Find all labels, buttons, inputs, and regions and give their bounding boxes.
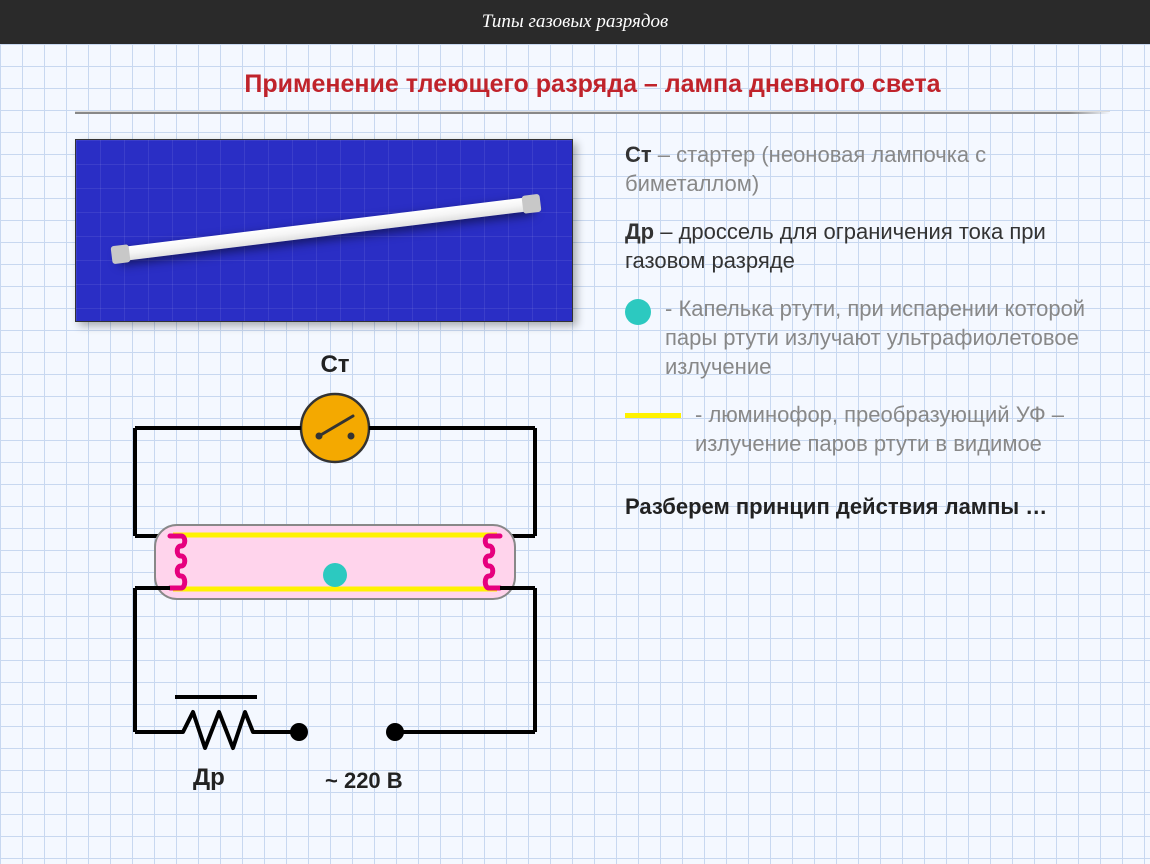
mercury-drop	[323, 563, 347, 587]
legend-phosphor-text: люминофор, преобразующий УФ – излучение …	[695, 402, 1064, 456]
legend-dr-text: – дроссель для ограничения тока при газо…	[625, 219, 1046, 273]
legend-mercury-prefix: -	[665, 296, 678, 321]
choke-coil	[175, 712, 261, 748]
slide-header-text: Типы газовых разрядов	[482, 11, 668, 33]
legend-choke: Др – дроссель для ограничения тока при г…	[625, 218, 1110, 275]
mercury-icon	[625, 299, 651, 325]
title-divider	[75, 111, 1110, 114]
legend-starter: Ст – стартер (неоновая лампочка с бимета…	[625, 141, 1110, 198]
legend-st-label: Ст	[625, 142, 652, 167]
slide-title: Применение тлеющего разряда – лампа днев…	[75, 70, 1110, 99]
terminal-right	[386, 723, 404, 741]
slide-content: Применение тлеющего разряда – лампа днев…	[75, 70, 1110, 815]
main-area: Ст	[75, 139, 1110, 815]
right-column: Ст – стартер (неоновая лампочка с бимета…	[625, 139, 1110, 815]
legend-st-text: – стартер (неоновая лампочка с биметалло…	[625, 142, 986, 196]
legend-mercury: - Капелька ртути, при испарении которой …	[625, 295, 1110, 381]
terminal-left	[290, 723, 308, 741]
slide-header: Типы газовых разрядов	[0, 0, 1150, 44]
footer-note: Разберем принцип действия лампы …	[625, 494, 1110, 520]
legend-mercury-text: Капелька ртути, при испарении которой па…	[665, 296, 1085, 378]
lamp-photo-cap-right	[521, 194, 541, 214]
legend-phosphor-prefix: -	[695, 402, 708, 427]
lamp-photo	[75, 139, 573, 322]
voltage-label: ~ 220 В	[325, 768, 403, 793]
circuit-diagram: Ст	[75, 340, 595, 810]
legend-dr-label: Др	[625, 219, 654, 244]
lamp-photo-cap-left	[111, 244, 131, 264]
phosphor-icon	[625, 413, 681, 418]
legend-phosphor: - люминофор, преобразующий УФ – излучени…	[625, 401, 1110, 458]
lamp-photo-tube	[117, 196, 536, 261]
starter-label: Ст	[320, 351, 349, 378]
choke-label: Др	[193, 764, 225, 791]
left-column: Ст	[75, 139, 595, 815]
